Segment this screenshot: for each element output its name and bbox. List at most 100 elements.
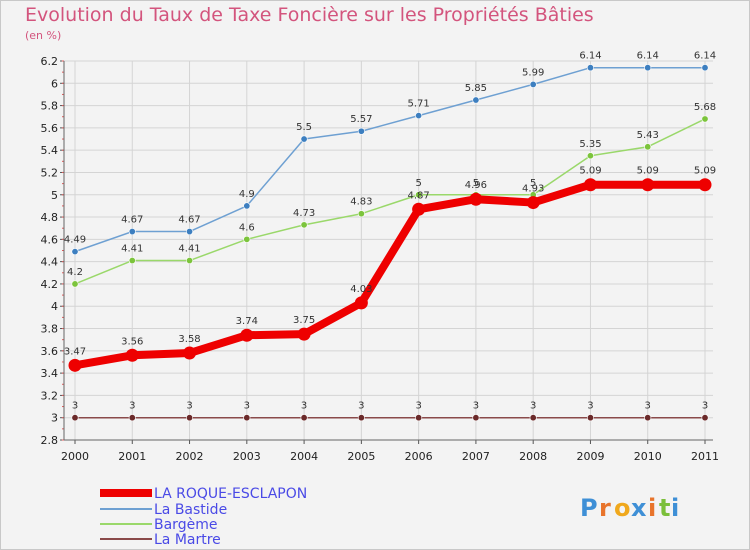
y-tick-label: 6.2 <box>41 55 59 68</box>
y-tick-label: 5.4 <box>41 144 59 157</box>
x-tick-label: 2011 <box>691 450 719 463</box>
x-tick-label: 2005 <box>347 450 375 463</box>
x-tick-label: 2003 <box>233 450 261 463</box>
data-point <box>71 280 79 288</box>
data-point <box>415 112 423 120</box>
x-tick-label: 2004 <box>290 450 318 463</box>
data-label: 3 <box>244 401 250 412</box>
data-label: 3 <box>358 401 364 412</box>
data-label: 4.87 <box>408 190 430 201</box>
data-point <box>186 228 194 236</box>
logo-letter: P <box>580 494 598 522</box>
data-label: 5.57 <box>350 114 372 125</box>
data-label: 4.41 <box>178 244 200 255</box>
data-label: 4.9 <box>239 189 255 200</box>
data-point <box>526 196 540 210</box>
data-point <box>243 414 251 422</box>
x-tick-label: 2007 <box>462 450 490 463</box>
data-label: 5.35 <box>579 139 601 150</box>
data-label: 4.6 <box>239 222 255 233</box>
data-point <box>357 127 365 135</box>
data-label: 3 <box>473 401 479 412</box>
data-label: 5.09 <box>694 166 716 177</box>
data-point <box>128 228 136 236</box>
data-point <box>357 210 365 218</box>
data-point <box>243 235 251 243</box>
data-label: 4.2 <box>67 267 83 278</box>
data-labels: 3 3 3 3 3 3 3 3 3 3 3 3 4.2 4.41 4.41 4.6 4.73 4.83 5 5 5 5.3… <box>64 51 716 412</box>
data-point <box>357 414 365 422</box>
logo-letter: x <box>631 494 647 522</box>
y-tick-label: 3.6 <box>41 345 59 358</box>
gridlines <box>64 60 713 441</box>
data-point <box>529 414 537 422</box>
y-tick-label: 2.8 <box>41 434 59 447</box>
data-label: 4.49 <box>64 235 86 246</box>
y-tick-label: 4 <box>51 300 58 313</box>
data-label: 3.75 <box>293 315 315 326</box>
data-label: 4.93 <box>522 184 544 195</box>
data-point <box>243 202 251 210</box>
data-point <box>415 191 423 199</box>
axes: 2.8 3 3.2 3.4 3.6 3.8 4 4.2 4.4 4.6 4.8 5 5.2 5.4 5.6 5… <box>41 55 720 463</box>
data-point <box>701 414 709 422</box>
data-label: 4.96 <box>465 180 487 191</box>
data-label: 5.99 <box>522 67 544 78</box>
data-label: 6.14 <box>694 51 716 62</box>
x-tick-label: 2000 <box>61 450 89 463</box>
data-label: 6.14 <box>637 51 659 62</box>
x-tick-label: 2010 <box>634 450 662 463</box>
unit-label: (en %) <box>25 29 62 42</box>
data-label: 3 <box>301 401 307 412</box>
data-label: 3.47 <box>64 346 86 357</box>
data-label: 4.73 <box>293 208 315 219</box>
data-point <box>297 327 311 341</box>
data-label: 5.09 <box>637 166 659 177</box>
x-tick-label: 2001 <box>118 450 146 463</box>
data-label: 5.85 <box>465 83 487 94</box>
y-tick-label: 4.6 <box>41 233 59 246</box>
logo-letter: o <box>614 494 631 522</box>
data-point <box>586 64 594 72</box>
data-point <box>701 115 709 123</box>
data-label: 5 <box>415 178 421 189</box>
legend-label: LA ROQUE-ESCLAPON <box>154 486 307 502</box>
logo-letter: t <box>659 494 670 522</box>
logo-letter: i <box>648 494 656 522</box>
data-label: 3 <box>186 401 192 412</box>
data-point <box>644 143 652 151</box>
logo-letter: i <box>671 494 679 522</box>
data-point <box>71 248 79 256</box>
data-label: 3 <box>72 401 78 412</box>
chart-title: Evolution du Taux de Taxe Foncière sur l… <box>25 4 594 26</box>
data-point <box>698 178 712 192</box>
y-tick-label: 3.2 <box>41 389 59 402</box>
data-point <box>412 202 426 216</box>
data-point <box>529 80 537 88</box>
data-label: 5.09 <box>579 166 601 177</box>
x-tick-label: 2002 <box>176 450 204 463</box>
data-label: 5.68 <box>694 102 716 113</box>
data-point <box>583 178 597 192</box>
data-label: 4.83 <box>350 197 372 208</box>
data-label: 5 <box>530 178 536 189</box>
series-line <box>74 118 706 285</box>
x-tick-label: 2008 <box>519 450 547 463</box>
data-point <box>586 414 594 422</box>
data-point <box>68 358 82 372</box>
data-label: 3 <box>129 401 135 412</box>
data-point <box>644 414 652 422</box>
y-tick-label: 5.8 <box>41 100 59 113</box>
data-point <box>128 414 136 422</box>
data-point <box>300 221 308 229</box>
data-label: 3 <box>702 401 708 412</box>
data-label: 3 <box>530 401 536 412</box>
y-tick-label: 4.4 <box>41 256 59 269</box>
y-tick-label: 3.8 <box>41 323 59 336</box>
series-line <box>74 180 705 370</box>
data-label: 3 <box>645 401 651 412</box>
data-label: 3 <box>587 401 593 412</box>
y-tick-label: 3.4 <box>41 367 59 380</box>
